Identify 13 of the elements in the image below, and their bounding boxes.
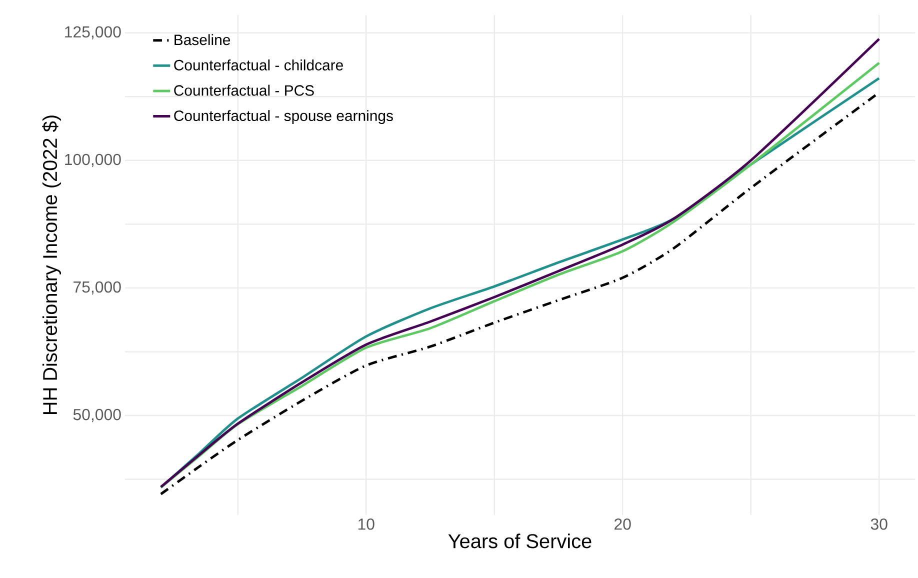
y-tick-label: 125,000 (65, 26, 121, 40)
legend-label: Baseline (174, 34, 230, 46)
y-tick-label: 100,000 (65, 154, 121, 167)
legend-label: Counterfactual - childcare (174, 59, 343, 70)
y-axis-title: HH Discretionary Income (2022 $) (42, 116, 62, 414)
legend-label: Counterfactual - PCS (174, 84, 314, 96)
y-tick-label: 50,000 (73, 408, 121, 422)
y-tick-label: 75,000 (74, 281, 121, 295)
x-tick-label: 10 (358, 518, 374, 530)
x-axis-title: Years of Service (448, 534, 592, 548)
x-tick-label: 30 (870, 518, 888, 530)
x-tick-label: 20 (614, 518, 631, 530)
legend-label: Counterfactual - spouse earnings (174, 110, 393, 124)
